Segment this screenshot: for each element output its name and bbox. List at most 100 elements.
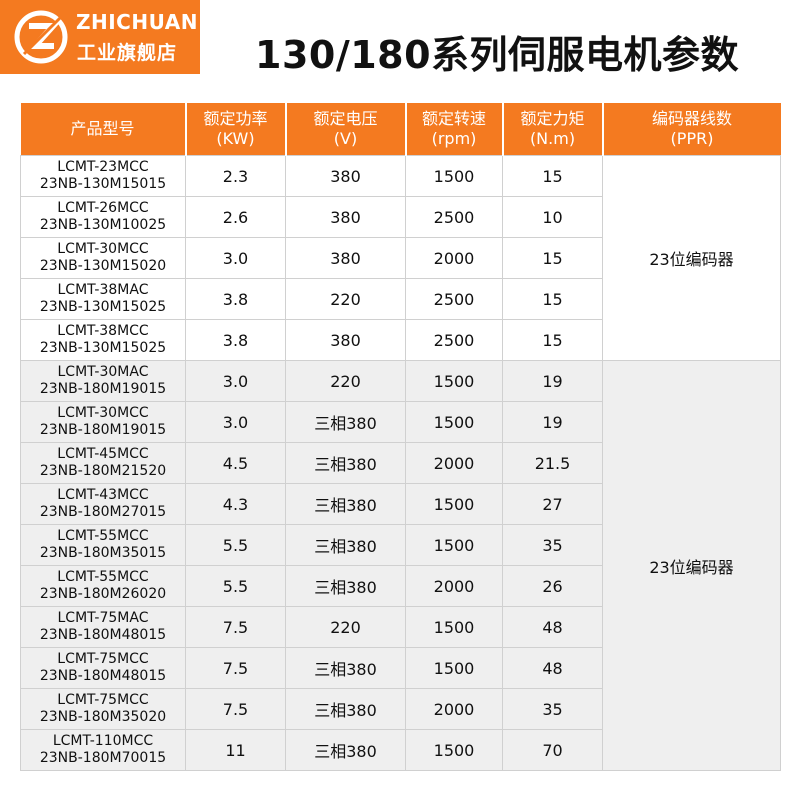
model-code: 23NB-180M21520 xyxy=(39,463,167,479)
table-row: LCMT-75MCC 23NB-180M35020 7.5 三相380 2000 35 xyxy=(20,688,781,730)
model-code: 23NB-180M19015 xyxy=(39,381,167,397)
cell-torque: 48 xyxy=(502,647,603,689)
cell-power: 7.5 xyxy=(185,688,286,730)
header-speed: 额定转速 (rpm) xyxy=(405,103,504,156)
model-code: 23NB-180M48015 xyxy=(39,627,167,643)
model-code: 23NB-130M15025 xyxy=(39,299,167,315)
cell-torque: 19 xyxy=(502,401,603,443)
brand-subtitle: 工业旗舰店 xyxy=(77,42,178,64)
cell-speed: 2500 xyxy=(405,278,503,320)
brand-name: ZHICHUAN xyxy=(76,10,198,34)
cell-power: 4.5 xyxy=(185,442,286,484)
cell-voltage: 380 xyxy=(285,319,406,361)
cell-speed: 2000 xyxy=(405,237,503,279)
cell-torque: 35 xyxy=(502,524,603,566)
cell-speed: 2500 xyxy=(405,319,503,361)
cell-model: LCMT-110MCC 23NB-180M70015 xyxy=(20,729,186,771)
model-number: LCMT-55MCC xyxy=(57,528,149,544)
header-label: 额定电压 xyxy=(313,109,378,128)
model-code: 23NB-180M35015 xyxy=(39,545,167,561)
table-row: LCMT-38MAC 23NB-130M15025 3.8 220 2500 15 xyxy=(20,278,781,320)
cell-voltage: 三相380 xyxy=(285,565,406,607)
cell-model: LCMT-30MCC 23NB-180M19015 xyxy=(20,401,186,443)
cell-power: 3.0 xyxy=(185,360,286,402)
cell-power: 3.0 xyxy=(185,237,286,279)
model-number: LCMT-75MAC xyxy=(57,610,149,626)
header-label: 产品型号 xyxy=(70,119,135,138)
cell-torque: 15 xyxy=(502,155,603,197)
cell-voltage: 三相380 xyxy=(285,729,406,771)
table-row: LCMT-75MCC 23NB-180M48015 7.5 三相380 1500 48 xyxy=(20,647,781,689)
cell-speed: 1500 xyxy=(405,606,503,648)
model-code: 23NB-180M19015 xyxy=(39,422,167,438)
header-unit: (N.m) xyxy=(529,129,576,148)
model-code: 23NB-180M26020 xyxy=(39,586,167,602)
cell-power: 3.0 xyxy=(185,401,286,443)
model-number: LCMT-30MCC xyxy=(57,405,149,421)
table-row: LCMT-43MCC 23NB-180M27015 4.3 三相380 1500 27 xyxy=(20,483,781,525)
cell-voltage: 三相380 xyxy=(285,483,406,525)
cell-speed: 1500 xyxy=(405,524,503,566)
cell-model: LCMT-26MCC 23NB-130M10025 xyxy=(20,196,186,238)
cell-voltage: 220 xyxy=(285,278,406,320)
header-power: 额定功率 (KW) xyxy=(185,103,287,156)
cell-torque: 15 xyxy=(502,319,603,361)
model-number: LCMT-43MCC xyxy=(57,487,149,503)
cell-speed: 1500 xyxy=(405,483,503,525)
table-row: LCMT-55MCC 23NB-180M26020 5.5 三相380 2000 26 xyxy=(20,565,781,607)
table-row: LCMT-55MCC 23NB-180M35015 5.5 三相380 1500 35 xyxy=(20,524,781,566)
cell-torque: 48 xyxy=(502,606,603,648)
cell-torque: 15 xyxy=(502,237,603,279)
header-torque: 额定力矩 (N.m) xyxy=(502,103,604,156)
cell-voltage: 三相380 xyxy=(285,647,406,689)
cell-speed: 1500 xyxy=(405,729,503,771)
cell-model: LCMT-30MAC 23NB-180M19015 xyxy=(20,360,186,402)
cell-model: LCMT-38MCC 23NB-130M15025 xyxy=(20,319,186,361)
cell-torque: 19 xyxy=(502,360,603,402)
header-label: 额定力矩 xyxy=(520,109,585,128)
header-label: 编码器线数 xyxy=(651,109,732,128)
cell-power: 7.5 xyxy=(185,606,286,648)
cell-power: 3.8 xyxy=(185,319,286,361)
cell-torque: 26 xyxy=(502,565,603,607)
table-row: LCMT-23MCC 23NB-130M15015 2.3 380 1500 15 23位编… xyxy=(20,155,781,361)
model-code: 23NB-180M35020 xyxy=(39,709,167,725)
table-row: LCMT-30MCC 23NB-130M15020 3.0 380 2000 15 xyxy=(20,237,781,279)
model-code: 23NB-130M10025 xyxy=(39,217,167,233)
model-code: 23NB-180M70015 xyxy=(39,750,167,766)
header-unit: (PPR) xyxy=(670,129,714,148)
model-code: 23NB-180M27015 xyxy=(39,504,167,520)
z-logo-icon xyxy=(14,10,68,64)
header-voltage: 额定电压 (V) xyxy=(285,103,407,156)
cell-model: LCMT-75MAC 23NB-180M48015 xyxy=(20,606,186,648)
cell-voltage: 380 xyxy=(285,196,406,238)
cell-speed: 2000 xyxy=(405,565,503,607)
cell-model: LCMT-55MCC 23NB-180M26020 xyxy=(20,565,186,607)
store-logo: ZHICHUAN 工业旗舰店 xyxy=(0,0,200,74)
model-number: LCMT-110MCC xyxy=(52,733,154,749)
model-number: LCMT-30MCC xyxy=(57,241,149,257)
cell-power: 2.3 xyxy=(185,155,286,197)
cell-speed: 1500 xyxy=(405,401,503,443)
cell-voltage: 三相380 xyxy=(285,688,406,730)
table-row: LCMT-75MAC 23NB-180M48015 7.5 220 1500 48 xyxy=(20,606,781,648)
table-row: LCMT-30MCC 23NB-180M19015 3.0 三相380 1500 19 xyxy=(20,401,781,443)
header-label: 额定转速 xyxy=(421,109,486,128)
model-number: LCMT-55MCC xyxy=(57,569,149,585)
cell-speed: 1500 xyxy=(405,647,503,689)
model-number: LCMT-30MAC xyxy=(57,364,149,380)
header-unit: (V) xyxy=(333,129,358,148)
cell-voltage: 220 xyxy=(285,606,406,648)
table-row: LCMT-26MCC 23NB-130M10025 2.6 380 2500 10 xyxy=(20,196,781,238)
cell-torque: 27 xyxy=(502,483,603,525)
cell-voltage: 三相380 xyxy=(285,401,406,443)
cell-speed: 2000 xyxy=(405,688,503,730)
cell-encoder: 23位编码器 xyxy=(602,360,781,771)
model-number: LCMT-38MAC xyxy=(57,282,149,298)
cell-speed: 1500 xyxy=(405,360,503,402)
cell-speed: 2000 xyxy=(405,442,503,484)
model-number: LCMT-75MCC xyxy=(57,692,149,708)
cell-torque: 21.5 xyxy=(502,442,603,484)
header-unit: (rpm) xyxy=(431,129,477,148)
cell-speed: 2500 xyxy=(405,196,503,238)
